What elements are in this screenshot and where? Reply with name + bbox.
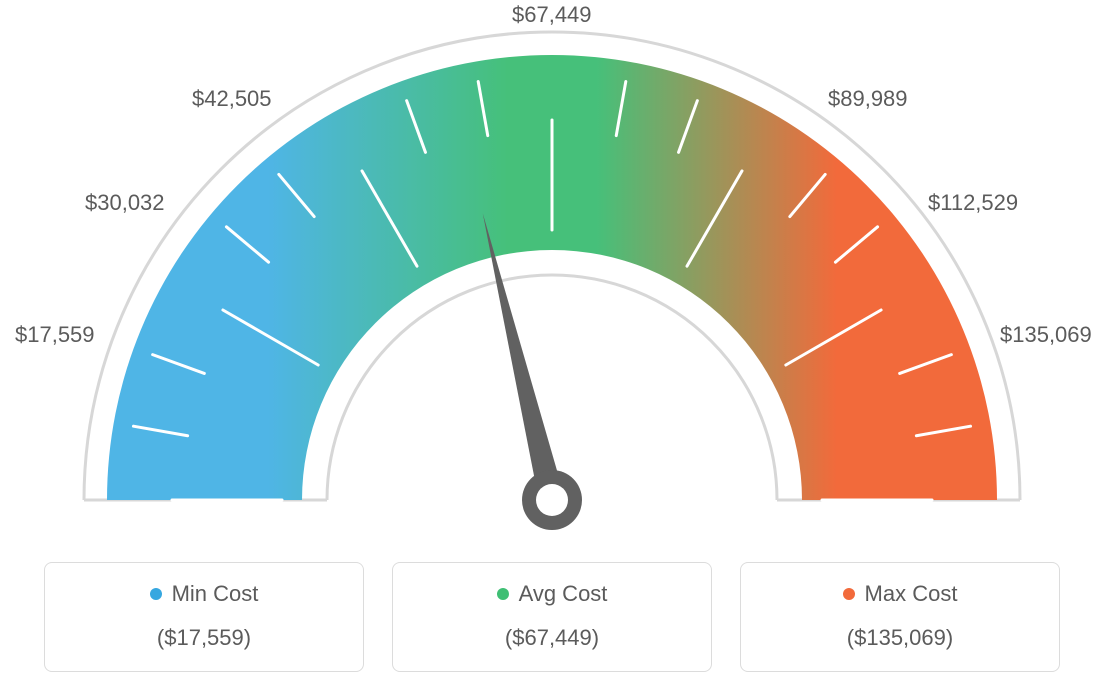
- gauge-scale-label: $42,505: [192, 86, 272, 112]
- legend-row: Min Cost ($17,559) Avg Cost ($67,449) Max Co…: [0, 562, 1104, 672]
- legend-value: ($135,069): [751, 625, 1049, 651]
- gauge-svg: [0, 0, 1104, 540]
- legend-card: Min Cost ($17,559): [44, 562, 364, 672]
- legend-head: Min Cost: [150, 581, 259, 607]
- gauge-scale-label: $89,989: [828, 86, 908, 112]
- legend-dot-icon: [497, 588, 509, 600]
- gauge-scale-label: $112,529: [928, 190, 1018, 216]
- legend-label: Avg Cost: [519, 581, 608, 607]
- legend-card: Avg Cost ($67,449): [392, 562, 712, 672]
- legend-dot-icon: [150, 588, 162, 600]
- legend-card: Max Cost ($135,069): [740, 562, 1060, 672]
- gauge-scale-label: $67,449: [512, 2, 592, 28]
- gauge-container: $17,559 $30,032 $42,505 $67,449 $89,989 $112,…: [0, 0, 1104, 540]
- legend-label: Max Cost: [865, 581, 958, 607]
- legend-value: ($67,449): [403, 625, 701, 651]
- gauge-scale-label: $30,032: [85, 190, 165, 216]
- legend-label: Min Cost: [172, 581, 259, 607]
- legend-dot-icon: [843, 588, 855, 600]
- gauge-scale-label: $135,069: [1000, 322, 1092, 348]
- gauge-scale-label: $17,559: [15, 322, 95, 348]
- legend-head: Max Cost: [843, 581, 958, 607]
- legend-value: ($17,559): [55, 625, 353, 651]
- legend-head: Avg Cost: [497, 581, 608, 607]
